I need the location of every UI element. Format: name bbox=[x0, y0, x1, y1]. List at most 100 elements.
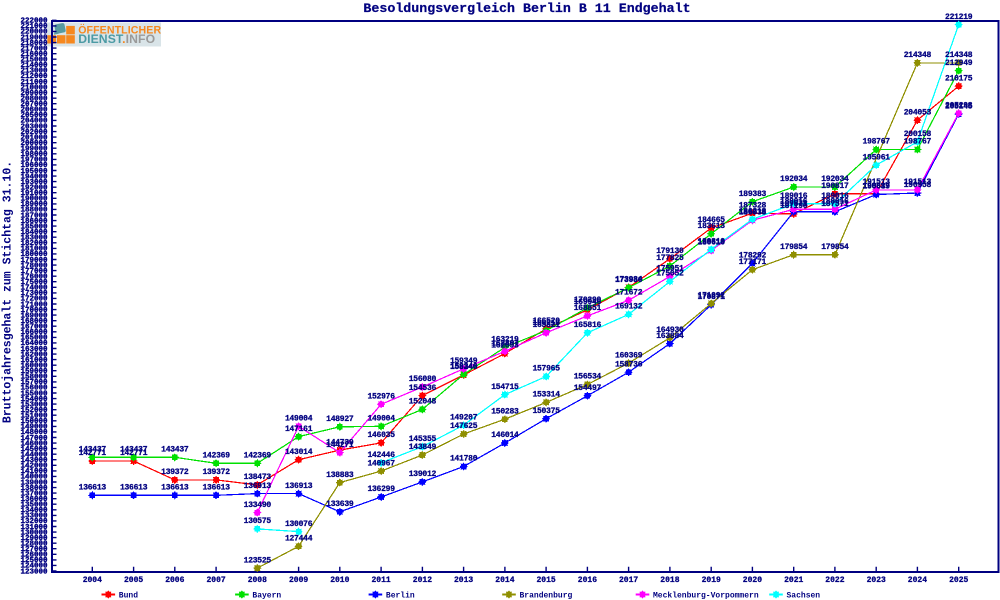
svg-text:157000: 157000 bbox=[20, 379, 48, 387]
svg-text:158000: 158000 bbox=[20, 374, 48, 382]
svg-text:205298: 205298 bbox=[945, 101, 973, 110]
svg-text:189016: 189016 bbox=[821, 192, 849, 201]
svg-text:2021: 2021 bbox=[784, 576, 803, 585]
svg-text:145355: 145355 bbox=[409, 435, 437, 444]
svg-text:173000: 173000 bbox=[20, 290, 48, 298]
svg-text:175000: 175000 bbox=[20, 279, 48, 287]
svg-text:133490: 133490 bbox=[244, 501, 272, 510]
svg-text:166000: 166000 bbox=[20, 329, 48, 337]
svg-text:138473: 138473 bbox=[244, 473, 272, 482]
svg-text:154000: 154000 bbox=[20, 396, 48, 404]
svg-text:127000: 127000 bbox=[20, 546, 48, 554]
svg-text:153314: 153314 bbox=[532, 391, 560, 400]
svg-text:155000: 155000 bbox=[20, 390, 48, 398]
svg-text:215000: 215000 bbox=[20, 57, 48, 65]
svg-text:2011: 2011 bbox=[371, 576, 390, 585]
svg-text:152000: 152000 bbox=[20, 407, 48, 415]
svg-text:168000: 168000 bbox=[20, 318, 48, 326]
svg-text:169132: 169132 bbox=[615, 303, 643, 312]
svg-text:139000: 139000 bbox=[20, 479, 48, 487]
svg-text:186038: 186038 bbox=[739, 209, 767, 218]
svg-text:190817: 190817 bbox=[863, 182, 891, 191]
svg-text:195961: 195961 bbox=[863, 153, 891, 162]
svg-text:200000: 200000 bbox=[20, 140, 48, 148]
svg-text:139372: 139372 bbox=[161, 468, 189, 477]
svg-text:Berlin: Berlin bbox=[386, 591, 415, 600]
svg-text:144739: 144739 bbox=[326, 438, 354, 447]
svg-text:2015: 2015 bbox=[536, 576, 555, 585]
svg-text:2019: 2019 bbox=[702, 576, 721, 585]
svg-text:150375: 150375 bbox=[532, 407, 560, 416]
svg-text:192000: 192000 bbox=[20, 185, 48, 193]
svg-text:140000: 140000 bbox=[20, 474, 48, 482]
svg-text:Besoldungsvergleich Berlin B 1: Besoldungsvergleich Berlin B 11 Endgehal… bbox=[363, 1, 690, 16]
svg-text:188000: 188000 bbox=[20, 207, 48, 215]
svg-text:162497: 162497 bbox=[491, 340, 519, 349]
svg-text:146035: 146035 bbox=[367, 431, 395, 440]
svg-text:221000: 221000 bbox=[20, 23, 48, 31]
svg-text:149004: 149004 bbox=[285, 415, 313, 424]
svg-text:180810: 180810 bbox=[698, 238, 726, 247]
svg-text:187000: 187000 bbox=[20, 212, 48, 220]
svg-text:141780: 141780 bbox=[450, 455, 478, 464]
svg-text:189000: 189000 bbox=[20, 201, 48, 209]
svg-text:187571: 187571 bbox=[780, 200, 808, 209]
svg-text:DIENST.INFO: DIENST.INFO bbox=[78, 32, 155, 46]
svg-text:210175: 210175 bbox=[945, 74, 973, 83]
svg-text:175052: 175052 bbox=[656, 270, 684, 279]
svg-text:167000: 167000 bbox=[20, 324, 48, 332]
svg-text:147000: 147000 bbox=[20, 435, 48, 443]
svg-text:208000: 208000 bbox=[20, 96, 48, 104]
svg-text:154536: 154536 bbox=[409, 384, 437, 393]
svg-text:204000: 204000 bbox=[20, 118, 48, 126]
svg-text:143849: 143849 bbox=[409, 443, 437, 452]
svg-text:177171: 177171 bbox=[739, 258, 767, 267]
svg-text:168851: 168851 bbox=[574, 304, 602, 313]
svg-text:2006: 2006 bbox=[165, 576, 184, 585]
svg-text:156534: 156534 bbox=[574, 373, 602, 382]
svg-text:2014: 2014 bbox=[495, 576, 514, 585]
svg-text:184000: 184000 bbox=[20, 229, 48, 237]
svg-text:136613: 136613 bbox=[79, 484, 107, 493]
svg-text:142446: 142446 bbox=[367, 451, 395, 460]
svg-text:126000: 126000 bbox=[20, 552, 48, 560]
svg-text:213000: 213000 bbox=[20, 68, 48, 76]
svg-text:190958: 190958 bbox=[904, 181, 932, 190]
svg-text:2005: 2005 bbox=[124, 576, 143, 585]
svg-text:163219: 163219 bbox=[491, 336, 519, 345]
svg-text:142771: 142771 bbox=[120, 449, 148, 458]
svg-text:145000: 145000 bbox=[20, 446, 48, 454]
svg-text:153000: 153000 bbox=[20, 401, 48, 409]
svg-text:163884: 163884 bbox=[656, 332, 684, 341]
svg-text:183613: 183613 bbox=[698, 222, 726, 231]
svg-text:191513: 191513 bbox=[863, 178, 891, 187]
svg-text:171000: 171000 bbox=[20, 301, 48, 309]
svg-text:166218: 166218 bbox=[532, 319, 560, 328]
svg-text:159349: 159349 bbox=[450, 357, 478, 366]
svg-text:2020: 2020 bbox=[743, 576, 762, 585]
svg-text:142369: 142369 bbox=[202, 452, 230, 461]
svg-text:Sachsen: Sachsen bbox=[787, 591, 821, 600]
svg-text:171092: 171092 bbox=[698, 292, 726, 301]
svg-text:191513: 191513 bbox=[904, 178, 932, 187]
svg-text:136000: 136000 bbox=[20, 496, 48, 504]
svg-text:133639: 133639 bbox=[326, 500, 354, 509]
svg-text:123000: 123000 bbox=[20, 568, 48, 576]
svg-text:123525: 123525 bbox=[244, 556, 272, 565]
svg-text:135000: 135000 bbox=[20, 502, 48, 510]
svg-text:2012: 2012 bbox=[413, 576, 432, 585]
svg-text:184665: 184665 bbox=[698, 216, 726, 225]
svg-text:178000: 178000 bbox=[20, 262, 48, 270]
svg-text:138883: 138883 bbox=[326, 471, 354, 480]
svg-text:214348: 214348 bbox=[945, 51, 973, 60]
svg-text:177825: 177825 bbox=[656, 254, 684, 263]
svg-text:187571: 187571 bbox=[821, 200, 849, 209]
svg-text:183000: 183000 bbox=[20, 235, 48, 243]
svg-text:139012: 139012 bbox=[409, 470, 437, 479]
svg-text:202000: 202000 bbox=[20, 129, 48, 137]
svg-text:205000: 205000 bbox=[20, 112, 48, 120]
svg-text:216000: 216000 bbox=[20, 51, 48, 59]
svg-text:2016: 2016 bbox=[578, 576, 597, 585]
svg-text:154715: 154715 bbox=[491, 383, 519, 392]
svg-text:2009: 2009 bbox=[289, 576, 308, 585]
